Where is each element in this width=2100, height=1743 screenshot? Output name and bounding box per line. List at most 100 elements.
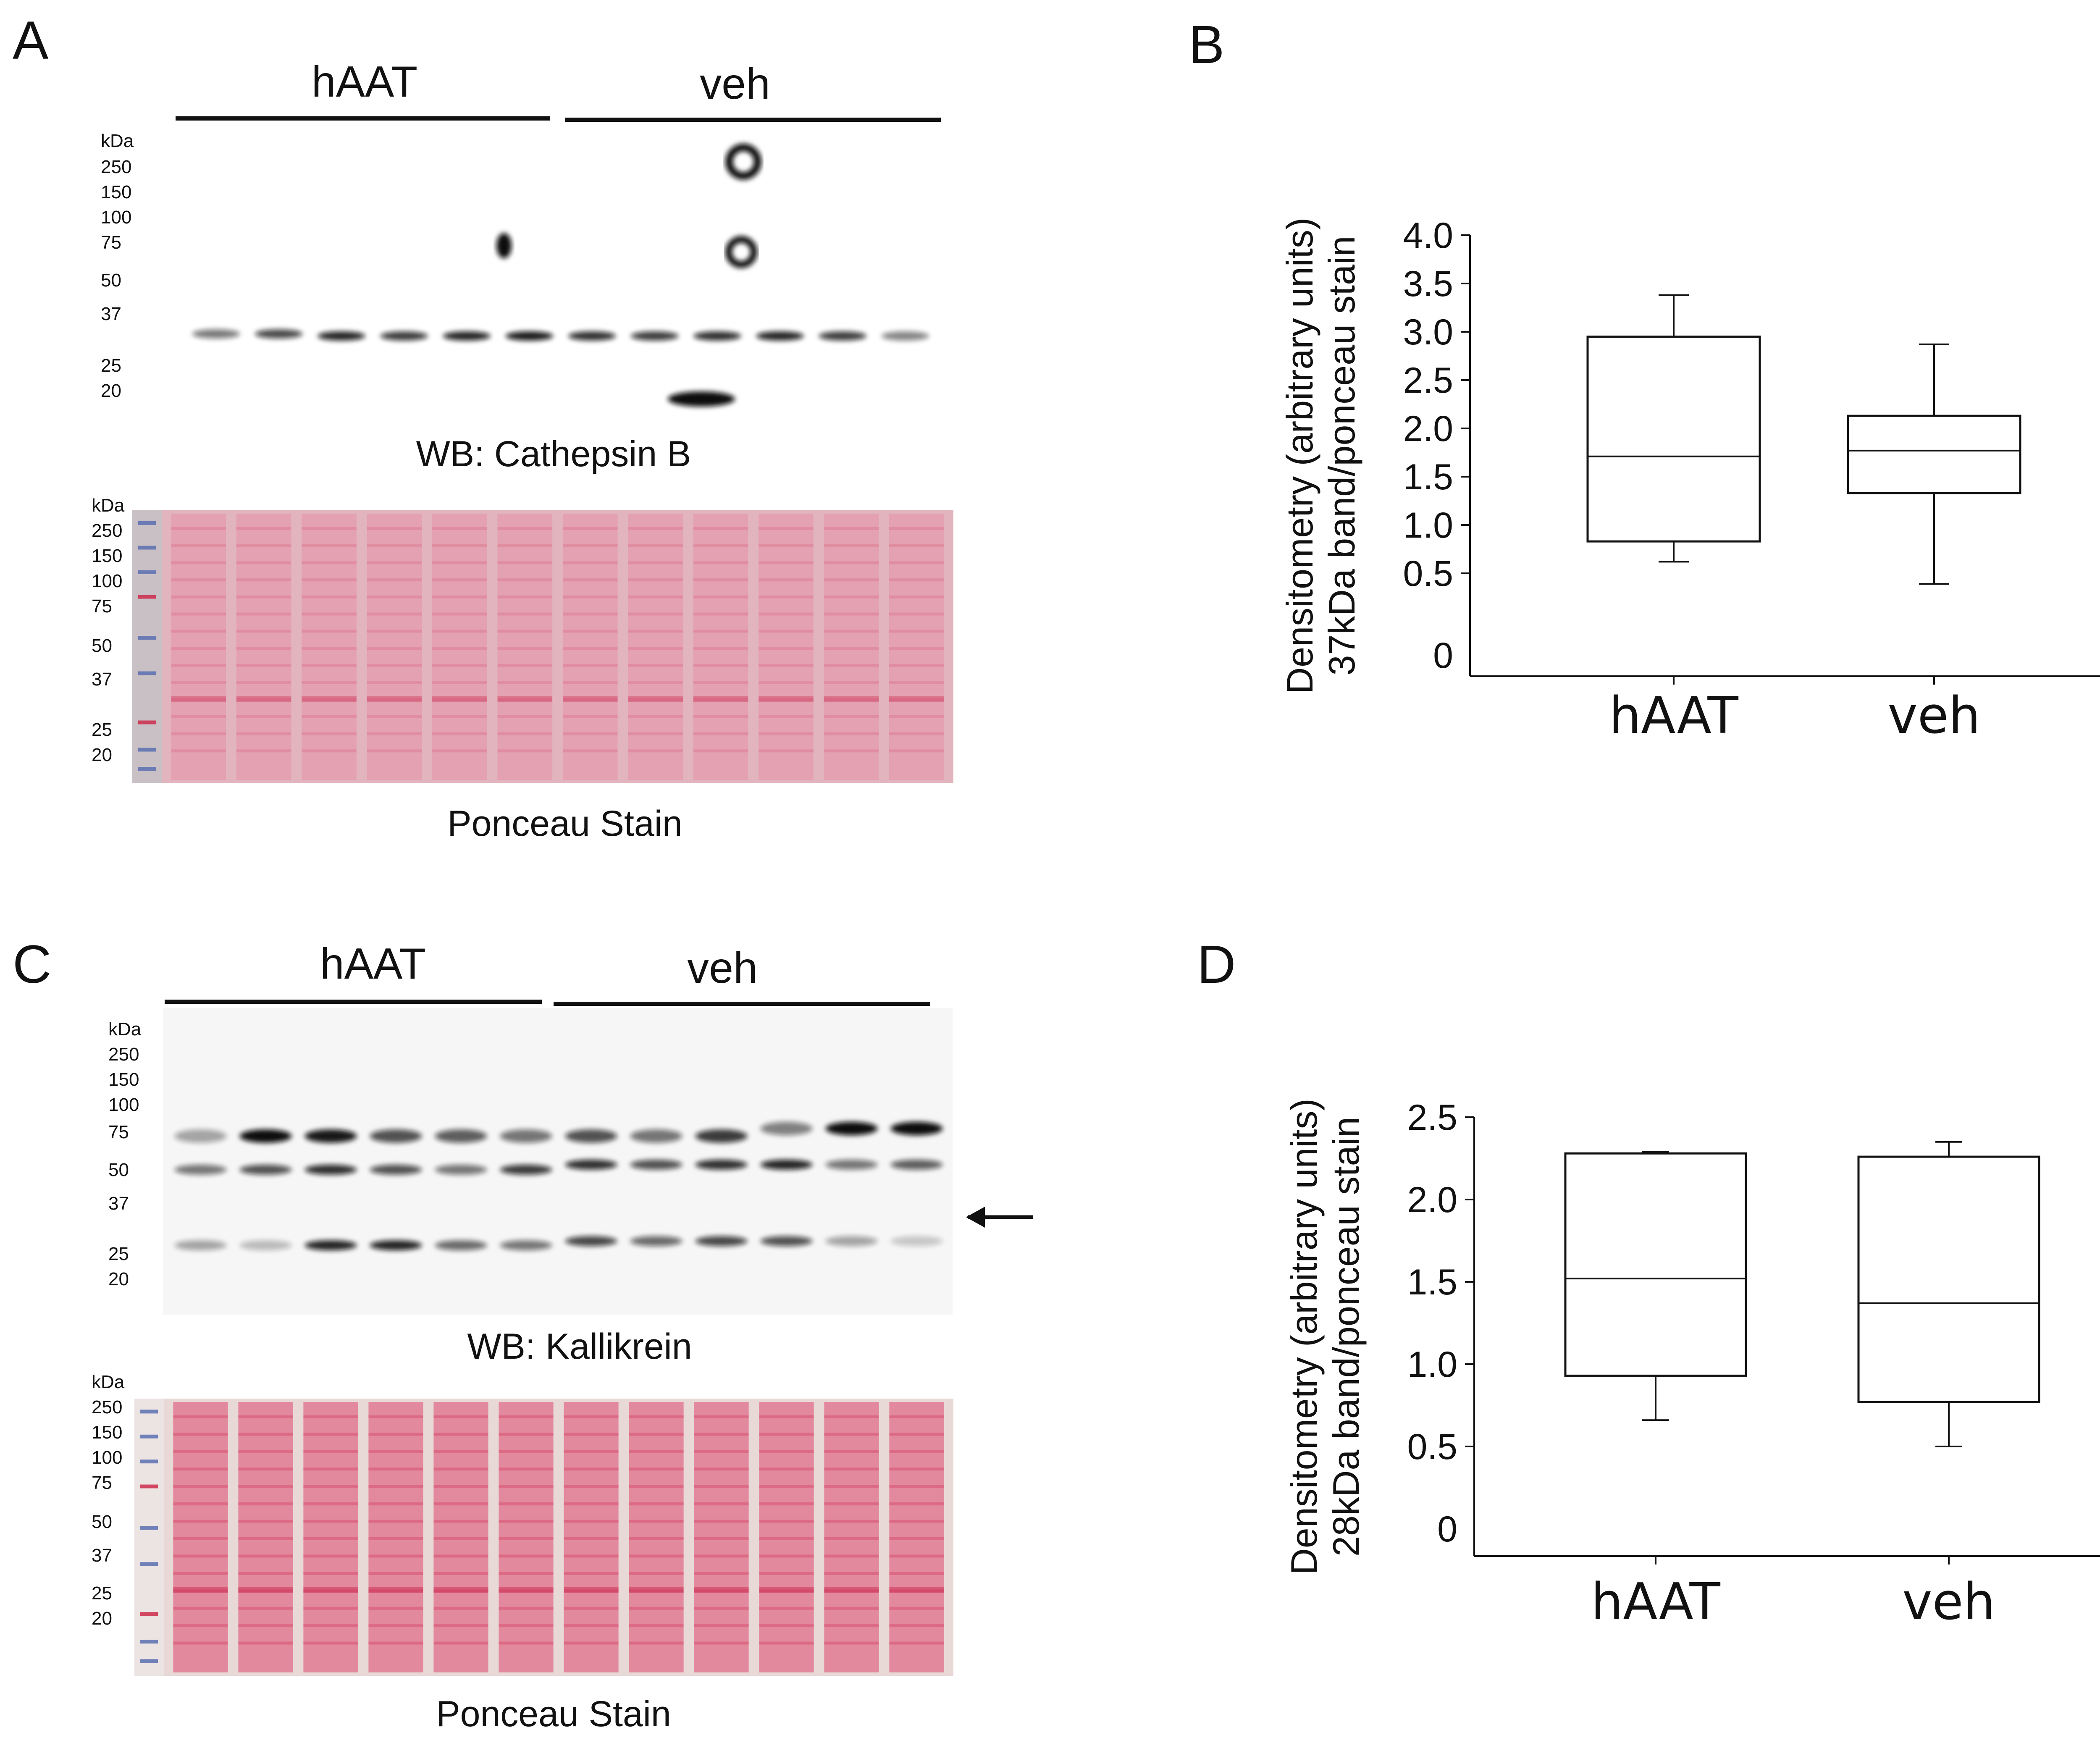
ponceau-lane	[236, 514, 291, 780]
blot-band	[239, 1165, 292, 1175]
blot-band	[192, 329, 240, 339]
ponceau-band	[629, 1450, 684, 1453]
ponceau-band	[693, 647, 748, 650]
marker-37: 37	[108, 1193, 129, 1214]
ponceau-band	[759, 595, 814, 598]
blot-band	[760, 1160, 813, 1170]
ponceau-caption-a: Ponceau Stain	[447, 803, 682, 844]
ponceau-band	[628, 527, 683, 530]
ponceau-band	[824, 1450, 879, 1453]
blot-band	[756, 331, 804, 341]
ponceau-band	[368, 1415, 423, 1418]
ponceau-band	[236, 647, 291, 650]
ponceau-band	[173, 1485, 228, 1488]
ladder-band	[138, 636, 156, 640]
blot-band	[631, 331, 679, 341]
arrow-icon	[966, 1207, 1033, 1228]
y-tick-label: 1.0	[1407, 1344, 1457, 1385]
ponceau-band	[889, 561, 944, 564]
ponceau-band	[759, 732, 814, 735]
ladder-lane	[134, 1399, 164, 1676]
ponceau-band	[303, 1485, 358, 1488]
marker-50: 50	[92, 635, 112, 656]
ponceau-band	[564, 1520, 619, 1523]
ponceau-band	[564, 1641, 619, 1645]
ponceau-band	[238, 1572, 293, 1575]
ponceau-band	[302, 595, 357, 598]
ladder-band	[140, 1612, 158, 1616]
ponceau-band	[171, 698, 226, 701]
ponceau-band	[497, 630, 553, 633]
ponceau-band	[628, 715, 683, 718]
ponceau-band	[433, 1606, 488, 1610]
blot-band	[890, 1122, 943, 1135]
blot-band	[370, 1129, 422, 1143]
blot-band	[239, 1240, 292, 1250]
blot-band	[565, 1129, 617, 1143]
ponceau-band	[694, 1467, 749, 1471]
ponceau-band	[629, 1554, 684, 1558]
ponceau-band	[889, 1589, 944, 1593]
ponceau-band	[693, 595, 748, 598]
ladder-band	[140, 1484, 158, 1488]
ponceau-band	[889, 698, 944, 701]
ponceau-lane	[367, 514, 422, 780]
ponceau-band	[824, 544, 879, 547]
ponceau-band	[693, 732, 748, 735]
ponceau-band	[759, 561, 814, 564]
ponceau-lane	[303, 1402, 358, 1672]
ponceau-band	[759, 1624, 814, 1628]
ponceau-band	[562, 578, 618, 582]
ponceau-band	[824, 1589, 879, 1593]
ponceau-band	[497, 696, 553, 702]
ponceau-band	[367, 664, 422, 667]
ponceau-band	[693, 715, 748, 718]
blot-band	[505, 331, 554, 341]
ponceau-band	[367, 561, 422, 564]
ponceau-band	[694, 1624, 749, 1628]
ponceau-band	[236, 578, 291, 582]
y-axis-label-line2: 28kDa band/ponceau stain	[1325, 1117, 1367, 1557]
ponceau-band	[499, 1450, 554, 1453]
ponceau-band	[889, 1450, 944, 1453]
ponceau-band	[499, 1537, 554, 1540]
ponceau-band	[889, 1467, 944, 1471]
ponceau-band	[629, 1589, 684, 1593]
ponceau-band	[303, 1606, 358, 1610]
y-tick-label: 2.5	[1407, 1097, 1457, 1138]
ponceau-band	[433, 1520, 488, 1523]
ponceau-band	[889, 1433, 944, 1436]
ponceau-band	[303, 1537, 358, 1540]
blot-band	[825, 1160, 878, 1170]
panel-letter-c: C	[13, 934, 51, 995]
marker-75: 75	[108, 1122, 129, 1142]
ponceau-band	[564, 1606, 619, 1610]
y-tick-label: 0.5	[1407, 1427, 1457, 1467]
ponceau-band	[889, 1572, 944, 1575]
ponceau-band	[367, 715, 422, 718]
ponceau-band	[759, 1537, 814, 1540]
ponceau-band	[562, 630, 618, 633]
marker-37: 37	[101, 304, 121, 324]
y-tick-label: 1.5	[1403, 457, 1453, 497]
ponceau-band	[497, 544, 553, 547]
ponceau-band	[303, 1641, 358, 1645]
ponceau-band	[564, 1554, 619, 1558]
ponceau-band	[628, 578, 683, 582]
group-label-veh-a: veh	[700, 60, 770, 108]
ponceau-band	[693, 681, 748, 684]
ponceau-band	[629, 1606, 684, 1610]
ponceau-band	[432, 595, 487, 598]
ladder-band	[138, 570, 156, 574]
ponceau-band	[889, 595, 944, 598]
ponceau-caption-c: Ponceau Stain	[436, 1694, 671, 1734]
ponceau-band	[629, 1624, 684, 1628]
ponceau-band	[824, 1554, 879, 1558]
marker-20: 20	[92, 1608, 112, 1629]
ponceau-lane	[238, 1402, 293, 1672]
ponceau-band	[562, 696, 618, 702]
marker-150: 150	[92, 546, 122, 566]
ponceau-band	[368, 1485, 423, 1488]
ponceau-lane	[889, 1402, 944, 1672]
